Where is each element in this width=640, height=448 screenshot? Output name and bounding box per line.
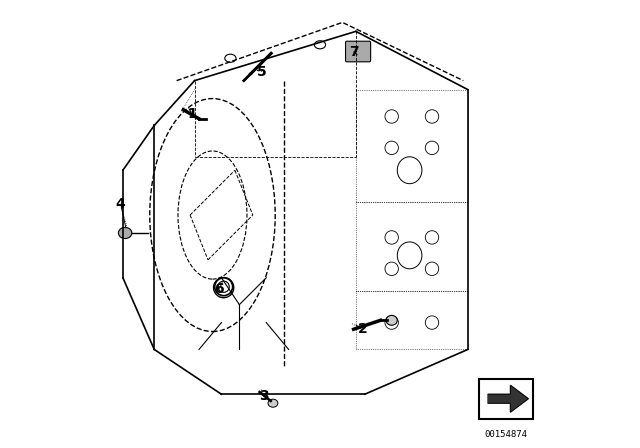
Text: 1: 1 <box>188 107 197 121</box>
Text: 3: 3 <box>259 389 269 404</box>
Polygon shape <box>488 385 529 412</box>
Bar <box>479 379 532 419</box>
Ellipse shape <box>386 315 397 325</box>
Text: 00154874: 00154874 <box>484 430 527 439</box>
Text: 7: 7 <box>349 44 358 59</box>
Text: 4: 4 <box>116 197 125 211</box>
Ellipse shape <box>268 399 278 407</box>
Text: 2: 2 <box>358 322 367 336</box>
FancyBboxPatch shape <box>346 41 371 62</box>
Text: 5: 5 <box>257 65 267 79</box>
Ellipse shape <box>118 228 132 238</box>
Text: 6: 6 <box>214 282 224 296</box>
